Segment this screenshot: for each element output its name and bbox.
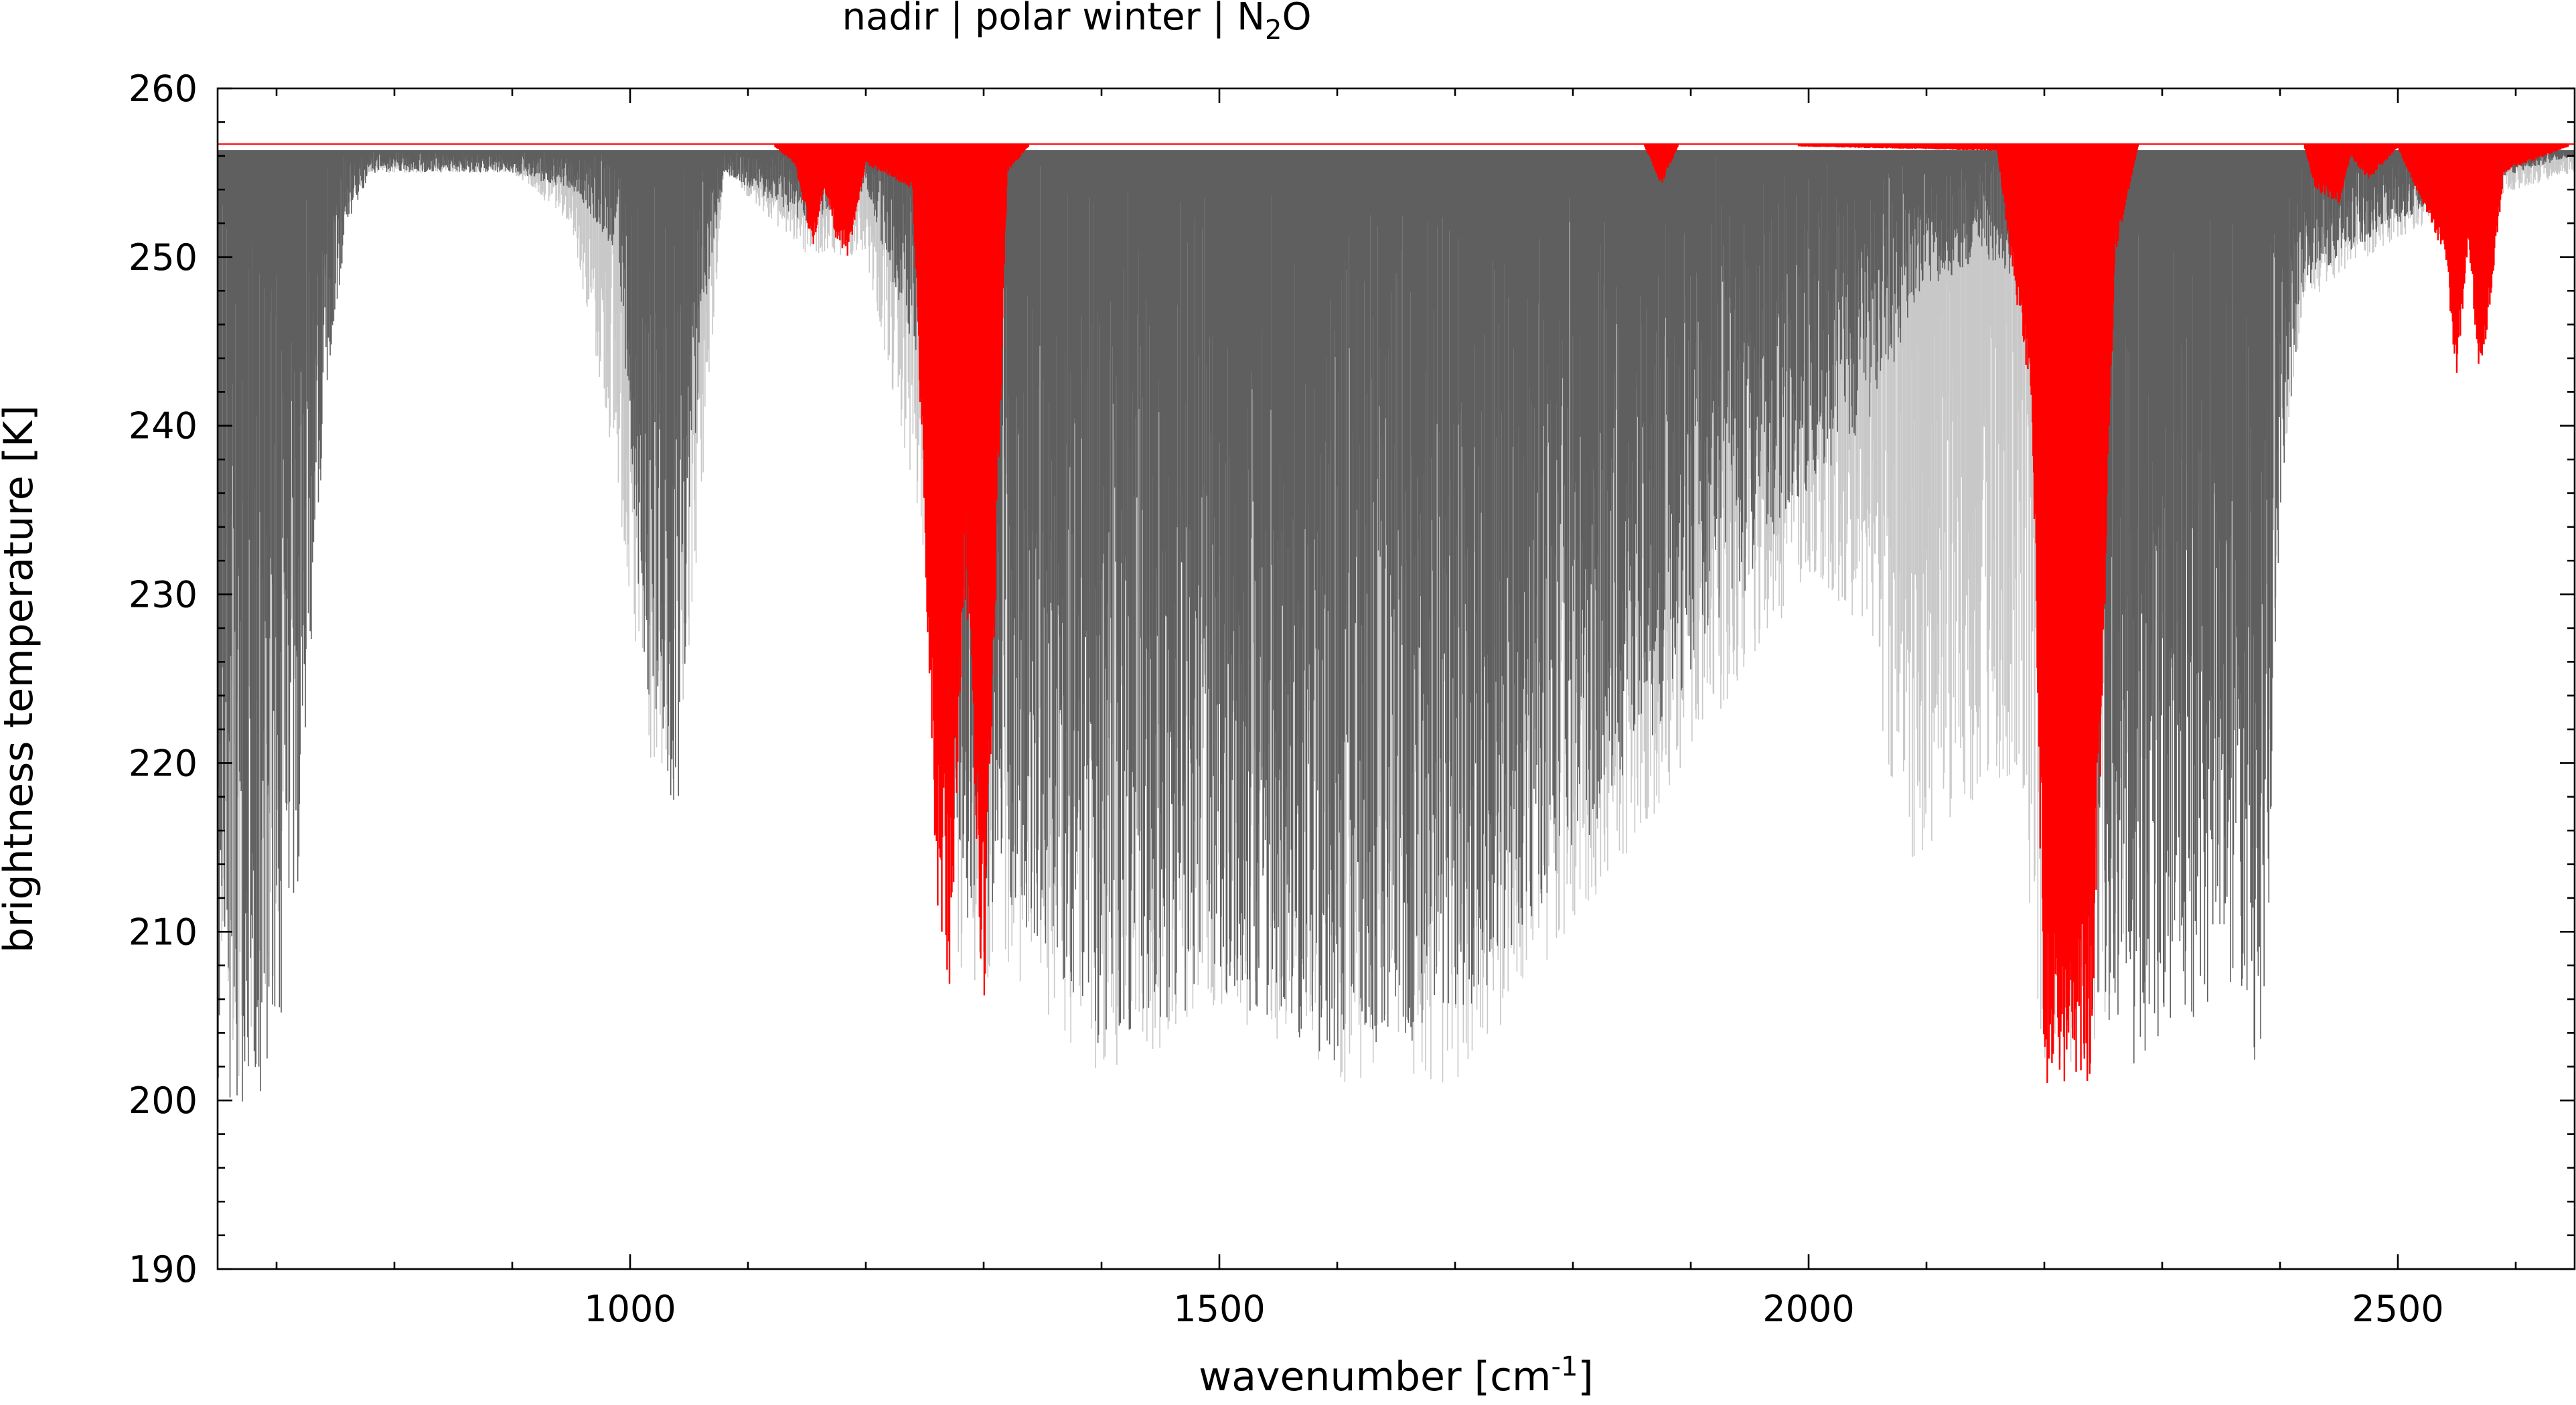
series-2-lines (774, 144, 2569, 1083)
x-tick-label: 2000 (1762, 1288, 1854, 1330)
y-tick-label: 230 (129, 574, 198, 616)
y-axis-title: brightness temperature [K] (0, 405, 42, 953)
chart-title-main: nadir | polar winter | N (842, 0, 1265, 39)
chart-title-subscript: 2 (1265, 15, 1282, 46)
chart-title-end: O (1282, 0, 1311, 39)
y-tick-label: 220 (129, 742, 198, 784)
series-2 (218, 143, 2575, 1083)
y-tick-label: 200 (129, 1080, 198, 1122)
plot-frame (216, 87, 2576, 1270)
chart-title: nadir | polar winter | N2O (842, 0, 1311, 46)
x-tick-label: 2500 (2352, 1288, 2443, 1330)
y-axis: 190 200 210 220 230 240 250 260 (129, 68, 2575, 1290)
y-tick-label: 240 (129, 405, 198, 447)
y-tick-label: 210 (129, 911, 198, 953)
x-axis-title: wavenumber [cm-1] (1199, 1351, 1594, 1400)
x-tick-label: 1500 (1173, 1288, 1265, 1330)
x-axis: 1000 1500 2000 2500 (275, 88, 2517, 1330)
y-tick-label: 190 (129, 1248, 198, 1290)
series-layer (217, 143, 2575, 1102)
y-tick-label: 260 (129, 68, 198, 110)
x-axis-title-end: ] (1578, 1353, 1593, 1400)
x-tick-label: 1000 (584, 1288, 676, 1330)
y-tick-label: 250 (129, 236, 198, 279)
x-axis-title-superscript: -1 (1551, 1351, 1578, 1382)
x-axis-title-main: wavenumber [cm (1199, 1353, 1551, 1400)
